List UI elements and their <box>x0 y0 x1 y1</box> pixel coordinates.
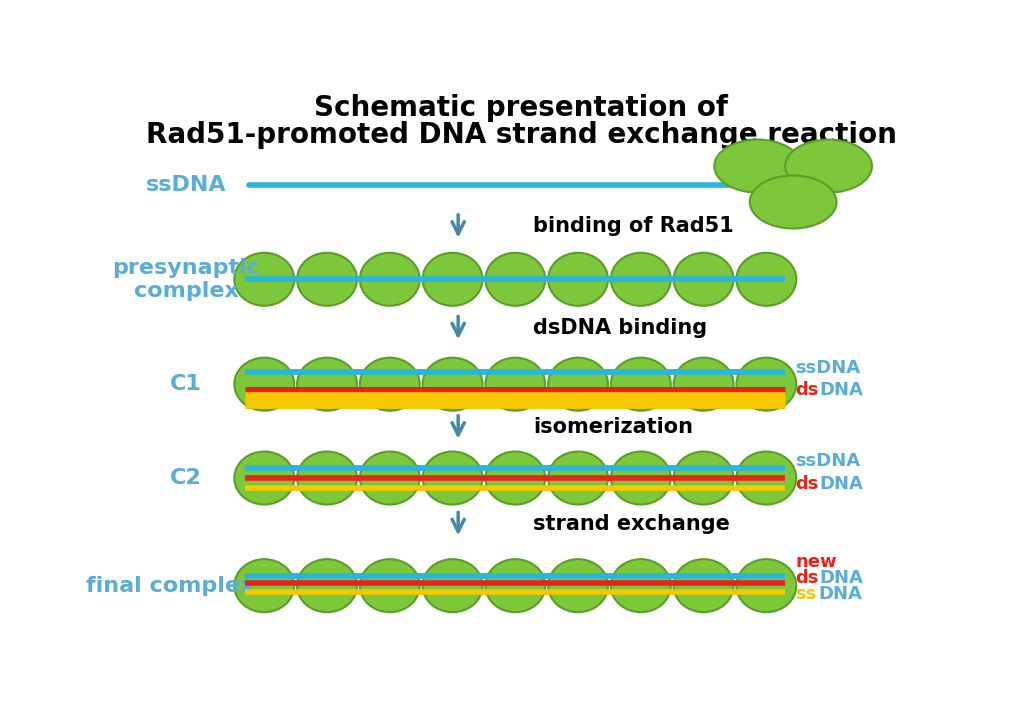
Ellipse shape <box>360 452 420 505</box>
Ellipse shape <box>714 140 801 193</box>
Ellipse shape <box>485 452 545 505</box>
Text: DNA: DNA <box>819 381 863 399</box>
Text: presynaptic
complex: presynaptic complex <box>112 257 260 301</box>
Text: ds: ds <box>795 381 819 399</box>
Ellipse shape <box>548 559 608 612</box>
Ellipse shape <box>673 358 733 411</box>
Ellipse shape <box>297 253 357 305</box>
Ellipse shape <box>423 253 482 305</box>
Text: ss: ss <box>795 585 817 603</box>
Ellipse shape <box>548 253 608 305</box>
Ellipse shape <box>423 559 482 612</box>
Text: C2: C2 <box>171 468 202 488</box>
Text: DNA: DNA <box>819 475 863 493</box>
Ellipse shape <box>736 253 796 305</box>
Text: binding of Rad51: binding of Rad51 <box>533 217 734 237</box>
Ellipse shape <box>297 358 357 411</box>
Text: dsDNA binding: dsDNA binding <box>533 318 707 338</box>
Text: ssDNA: ssDNA <box>145 176 227 196</box>
Ellipse shape <box>485 559 545 612</box>
Ellipse shape <box>673 452 733 505</box>
Ellipse shape <box>423 358 482 411</box>
Text: ds: ds <box>795 475 819 493</box>
Text: ssDNA: ssDNA <box>795 358 860 376</box>
Ellipse shape <box>234 452 294 505</box>
Ellipse shape <box>423 452 482 505</box>
Text: isomerization: isomerization <box>533 417 693 437</box>
Text: C1: C1 <box>170 374 202 394</box>
Ellipse shape <box>785 140 872 193</box>
Text: Rad51-promoted DNA strand exchange reaction: Rad51-promoted DNA strand exchange react… <box>145 120 897 148</box>
Text: DNA: DNA <box>819 585 862 603</box>
Text: final complex: final complex <box>86 576 254 596</box>
Text: DNA: DNA <box>819 569 863 587</box>
Ellipse shape <box>234 559 294 612</box>
Text: strand exchange: strand exchange <box>533 514 730 534</box>
Ellipse shape <box>673 253 733 305</box>
Ellipse shape <box>234 358 294 411</box>
Text: ds: ds <box>795 569 819 587</box>
Ellipse shape <box>736 358 796 411</box>
Ellipse shape <box>736 452 796 505</box>
Ellipse shape <box>611 452 671 505</box>
Ellipse shape <box>611 559 671 612</box>
Ellipse shape <box>297 452 357 505</box>
Text: ssDNA: ssDNA <box>795 452 860 470</box>
Ellipse shape <box>611 358 671 411</box>
Ellipse shape <box>548 358 608 411</box>
Ellipse shape <box>736 559 796 612</box>
Ellipse shape <box>485 358 545 411</box>
Ellipse shape <box>750 176 837 229</box>
Ellipse shape <box>297 559 357 612</box>
Ellipse shape <box>360 253 420 305</box>
Ellipse shape <box>548 452 608 505</box>
Ellipse shape <box>360 559 420 612</box>
Text: new: new <box>795 554 837 571</box>
Ellipse shape <box>611 253 671 305</box>
Ellipse shape <box>485 253 545 305</box>
Ellipse shape <box>360 358 420 411</box>
Text: Schematic presentation of: Schematic presentation of <box>314 94 728 122</box>
Ellipse shape <box>673 559 733 612</box>
Ellipse shape <box>234 253 294 305</box>
